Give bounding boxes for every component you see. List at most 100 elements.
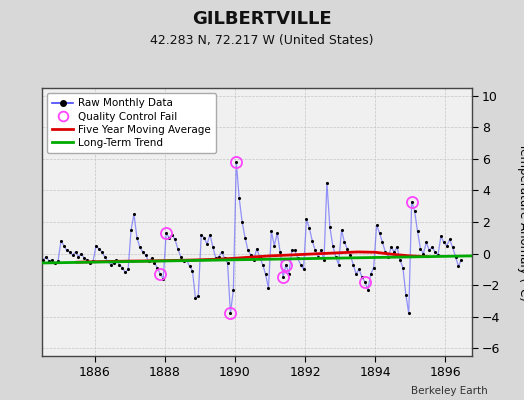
Point: [54, 258, 62, 265]
Point: [30, 247, 39, 254]
Point: [165, 234, 173, 241]
Point: [138, 249, 147, 255]
Point: [337, 227, 346, 233]
Point: [203, 241, 211, 247]
Point: [141, 252, 150, 258]
Point: [390, 249, 398, 255]
Point: [209, 244, 217, 250]
Point: [106, 261, 115, 268]
Point: [273, 230, 281, 236]
Point: [127, 227, 135, 233]
Point: [159, 276, 167, 282]
Point: [185, 263, 194, 269]
Point: [153, 264, 161, 271]
Point: [375, 230, 384, 236]
Point: [42, 254, 50, 260]
Point: [150, 260, 159, 266]
Point: [399, 264, 407, 271]
Point: [387, 244, 396, 250]
Point: [279, 274, 287, 280]
Point: [156, 271, 165, 277]
Text: Berkeley Earth: Berkeley Earth: [411, 386, 487, 396]
Point: [369, 264, 378, 271]
Point: [457, 257, 465, 263]
Point: [226, 310, 235, 317]
Point: [66, 249, 74, 255]
Point: [182, 257, 191, 263]
Point: [80, 255, 89, 262]
Point: [358, 274, 366, 280]
Point: [425, 247, 433, 254]
Point: [180, 258, 188, 265]
Point: [86, 260, 94, 266]
Text: GILBERTVILLE: GILBERTVILLE: [192, 10, 332, 28]
Point: [416, 246, 424, 252]
Point: [256, 254, 264, 260]
Point: [293, 255, 302, 262]
Point: [396, 257, 404, 263]
Point: [276, 249, 285, 255]
Point: [238, 219, 246, 225]
Point: [89, 258, 97, 265]
Point: [440, 239, 448, 246]
Legend: Raw Monthly Data, Quality Control Fail, Five Year Moving Average, Long-Term Tren: Raw Monthly Data, Quality Control Fail, …: [47, 93, 216, 153]
Point: [261, 271, 270, 277]
Point: [130, 211, 138, 217]
Point: [340, 239, 348, 246]
Point: [97, 249, 106, 255]
Point: [434, 252, 442, 258]
Point: [69, 252, 77, 258]
Point: [223, 260, 232, 266]
Point: [244, 247, 252, 254]
Point: [121, 269, 129, 276]
Point: [258, 261, 267, 268]
Point: [405, 310, 413, 317]
Point: [232, 159, 241, 165]
Point: [410, 208, 419, 214]
Point: [51, 260, 59, 266]
Point: [419, 250, 428, 257]
Point: [74, 254, 83, 260]
Point: [57, 238, 65, 244]
Point: [393, 244, 401, 250]
Point: [428, 244, 436, 250]
Point: [115, 261, 124, 268]
Point: [413, 228, 422, 235]
Point: [39, 257, 48, 263]
Point: [27, 242, 36, 249]
Point: [443, 242, 451, 249]
Point: [311, 247, 320, 254]
Point: [212, 255, 220, 262]
Point: [454, 263, 463, 269]
Point: [34, 250, 42, 257]
Point: [288, 247, 296, 254]
Point: [302, 216, 311, 222]
Point: [436, 233, 445, 239]
Point: [320, 257, 328, 263]
Point: [253, 246, 261, 252]
Point: [343, 246, 352, 252]
Point: [317, 247, 325, 254]
Point: [168, 232, 176, 238]
Point: [241, 234, 249, 241]
Point: [60, 242, 68, 249]
Y-axis label: Temperature Anomaly (°C): Temperature Anomaly (°C): [517, 143, 524, 301]
Point: [104, 258, 112, 265]
Point: [229, 286, 237, 293]
Point: [36, 255, 45, 262]
Point: [71, 249, 80, 255]
Point: [308, 238, 316, 244]
Point: [25, 238, 33, 244]
Point: [191, 294, 200, 301]
Point: [352, 271, 361, 277]
Point: [361, 279, 369, 285]
Point: [401, 291, 410, 298]
Point: [305, 225, 313, 232]
Point: [147, 255, 156, 262]
Point: [449, 244, 457, 250]
Point: [247, 252, 255, 258]
Point: [194, 293, 202, 299]
Point: [62, 247, 71, 254]
Point: [112, 257, 121, 263]
Point: [267, 228, 276, 235]
